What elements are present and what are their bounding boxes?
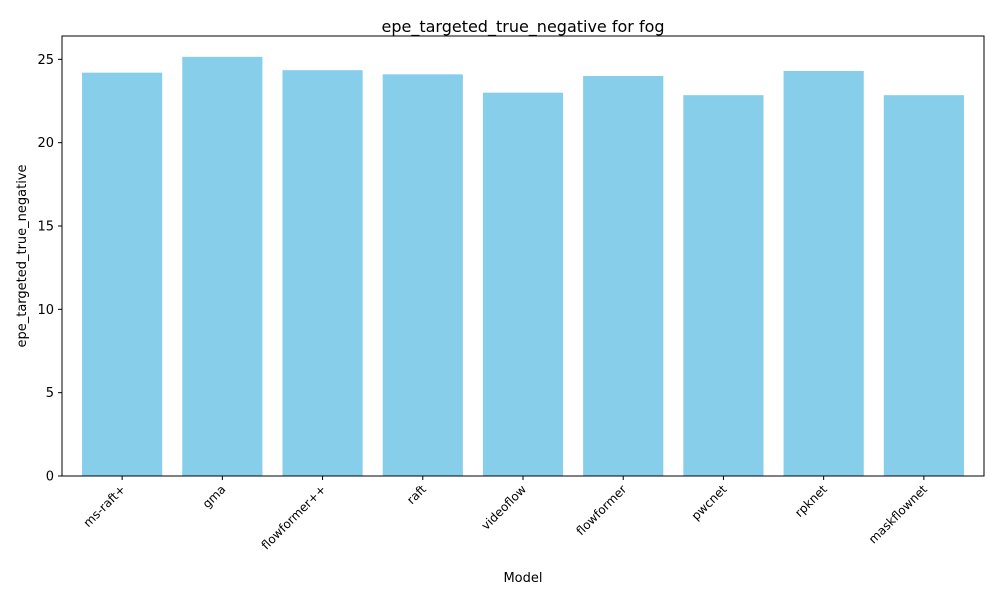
x-tick-label: videoflow	[479, 482, 530, 533]
y-tick-label: 0	[46, 470, 54, 485]
y-tick-label: 10	[37, 303, 54, 318]
bar-pwcnet	[683, 95, 764, 477]
x-axis-label: Model	[503, 571, 542, 586]
x-tick-label: gma	[200, 482, 229, 511]
y-tick-label: 5	[46, 386, 54, 401]
bar-raft	[382, 74, 463, 476]
bar-flowformer++	[282, 70, 363, 477]
x-tick-label: rpknet	[792, 482, 830, 520]
y-tick-label: 20	[37, 136, 54, 151]
x-tick-label: maskflownet	[866, 482, 930, 546]
y-axis-ticks: 0 5 10 15 20 25	[37, 53, 62, 485]
bars-group	[82, 56, 964, 477]
bar-maskflownet	[883, 95, 964, 477]
x-axis-ticks: ms-raft+ gma flowformer++ raft videoflow flow…	[81, 476, 930, 552]
x-tick-label: raft	[404, 482, 429, 507]
x-tick-label: flowformer	[573, 482, 629, 538]
bar-flowformer	[583, 76, 664, 476]
bar-videoflow	[482, 92, 564, 477]
chart-title: epe_targeted_true_negative for fog	[381, 17, 664, 37]
bar-rpknet	[783, 71, 864, 476]
plot-area-frame	[61, 35, 985, 477]
y-axis-label: epe_targeted_true_negative	[15, 164, 30, 347]
bar-ms-raft+	[82, 72, 163, 477]
x-tick-label: flowformer++	[259, 482, 329, 552]
bar-gma	[182, 56, 263, 476]
x-tick-label: ms-raft+	[81, 482, 129, 530]
x-tick-label: pwcnet	[689, 482, 730, 523]
y-tick-label: 25	[37, 53, 54, 68]
y-tick-label: 15	[37, 220, 54, 235]
